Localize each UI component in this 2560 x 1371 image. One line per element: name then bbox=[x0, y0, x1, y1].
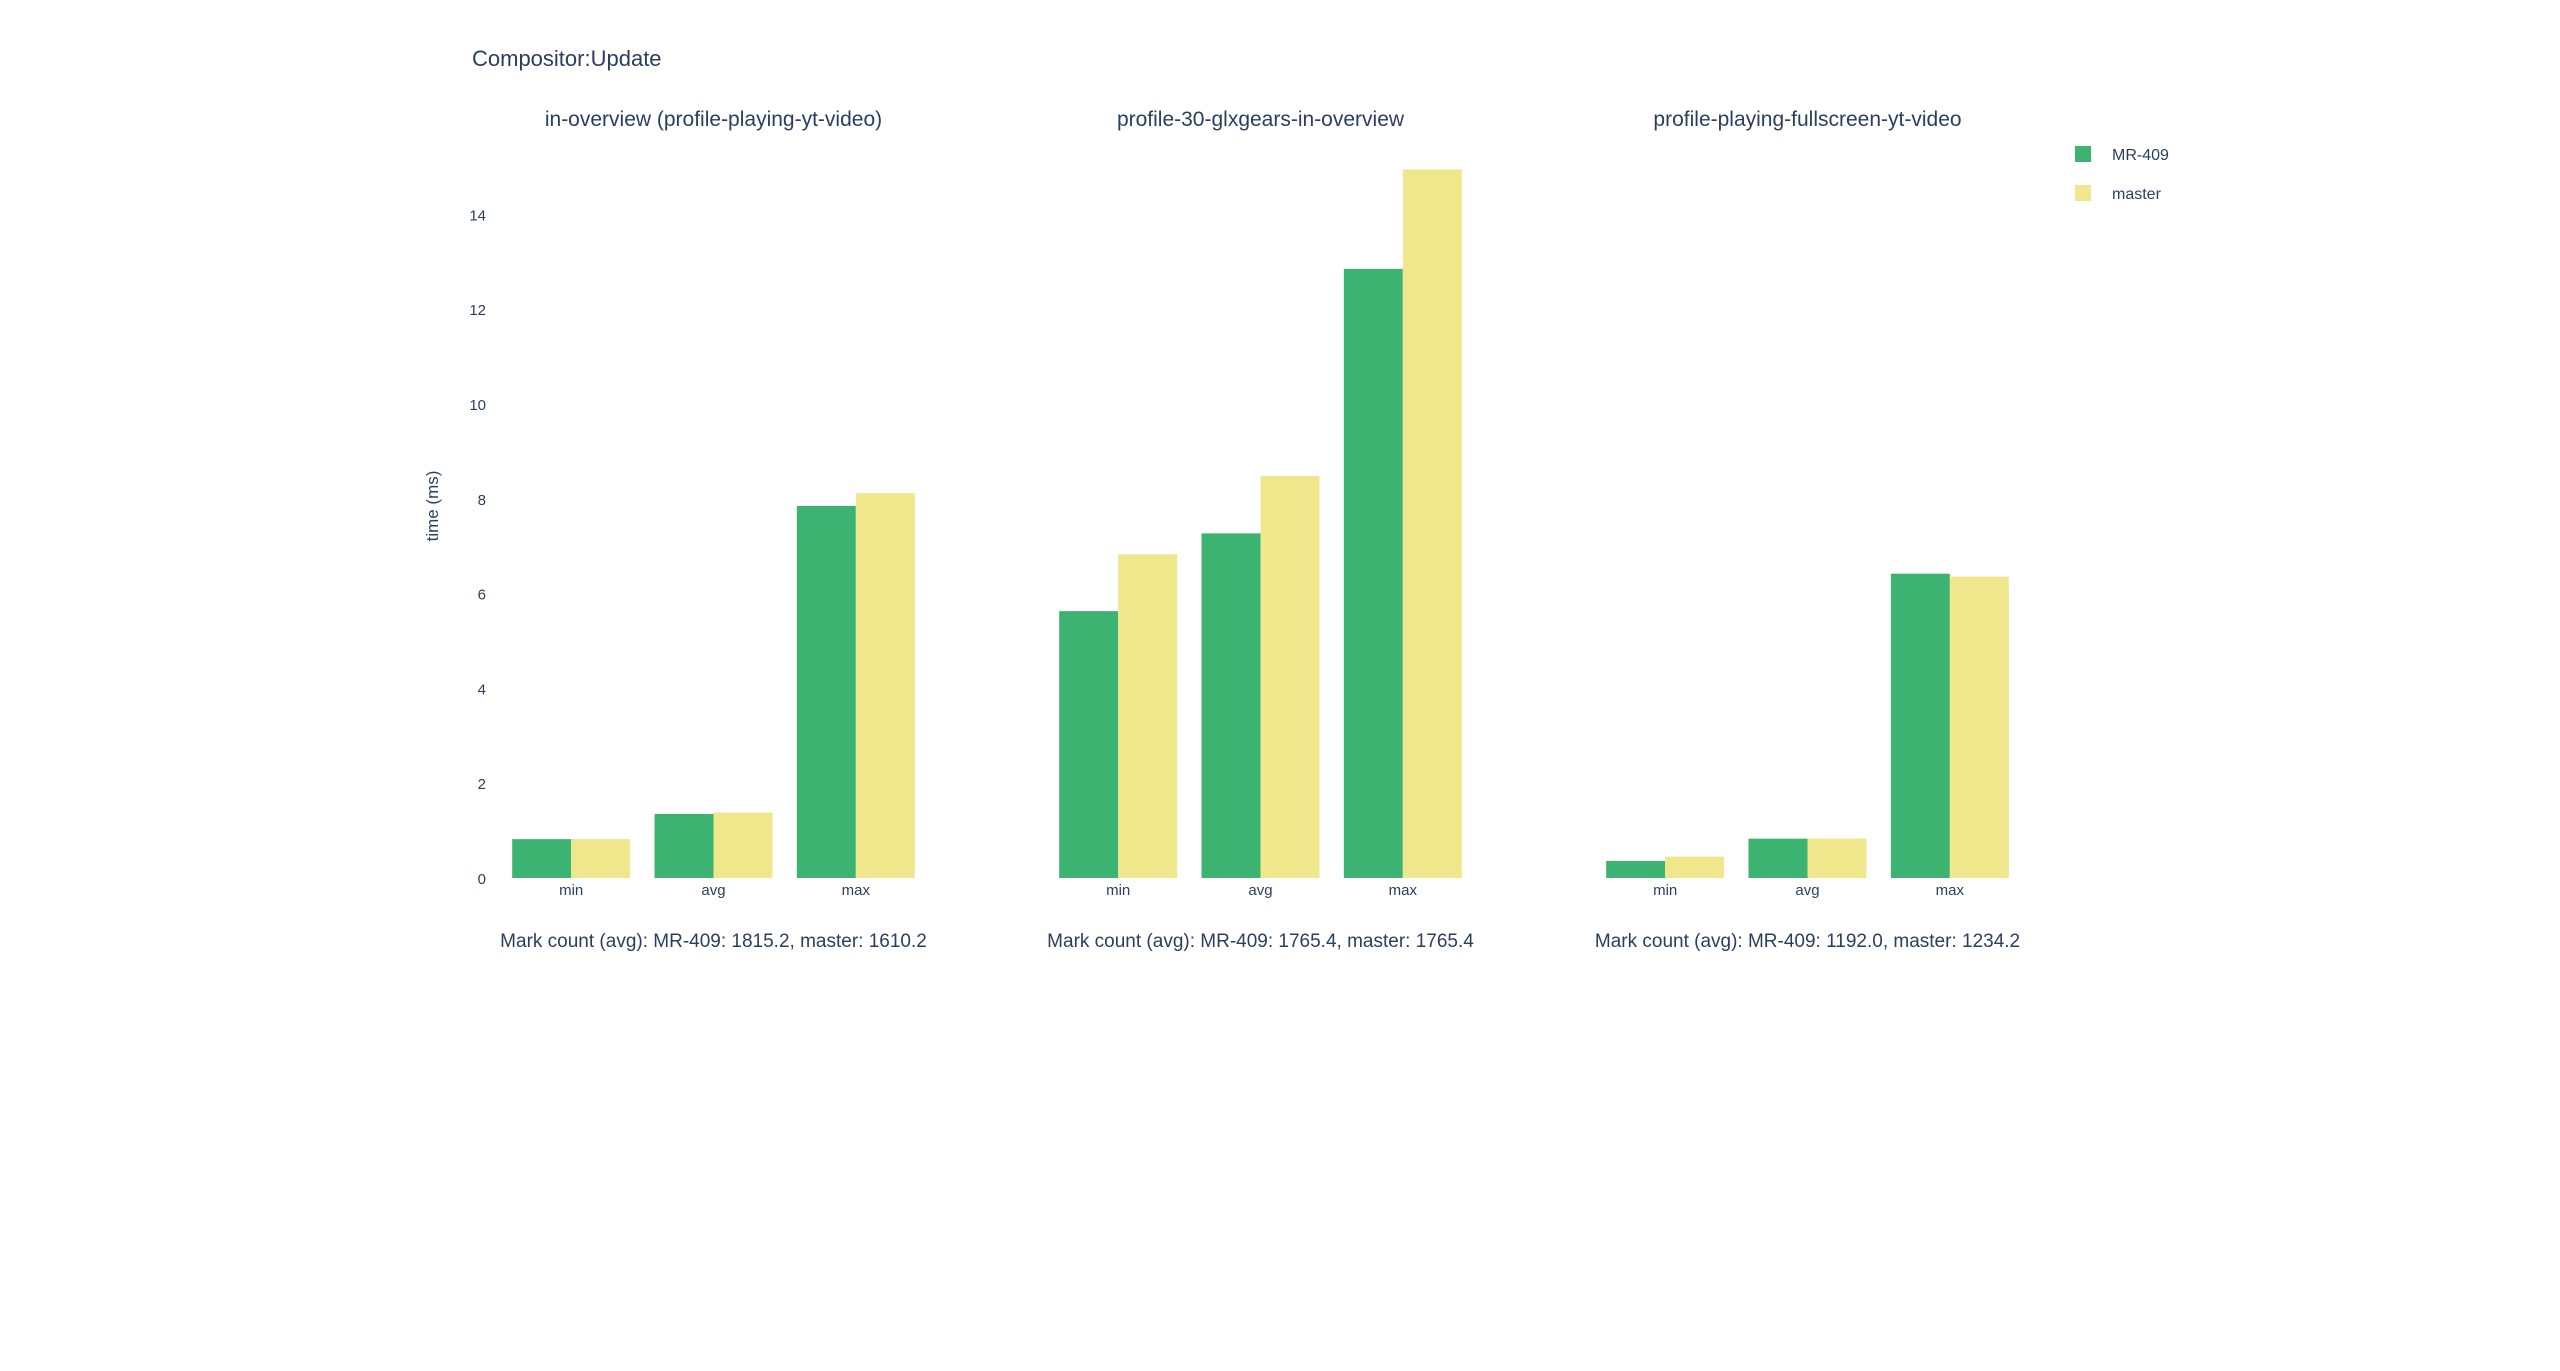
mark-count-caption: Mark count (avg): MR-409: 1192.0, master… bbox=[1595, 931, 2020, 952]
y-tick-label: 0 bbox=[478, 871, 486, 888]
y-tick-label: 6 bbox=[478, 587, 486, 604]
y-tick-label: 4 bbox=[478, 681, 486, 698]
legend[interactable]: MR-409 master bbox=[2075, 146, 2169, 203]
bar-master-min[interactable] bbox=[1118, 554, 1178, 878]
bar-mr-409-min[interactable] bbox=[1606, 860, 1666, 878]
subplot-3: profile-playing-fullscreen-yt-video min av… bbox=[1595, 108, 2020, 952]
y-tick-label: 8 bbox=[478, 492, 486, 509]
bar-mr-409-max[interactable] bbox=[1343, 268, 1403, 878]
bar-master-avg[interactable] bbox=[1260, 476, 1320, 878]
bar-mr-409-avg[interactable] bbox=[1201, 533, 1261, 878]
bar-master-max[interactable] bbox=[1402, 169, 1462, 878]
legend-label: master bbox=[2112, 186, 2162, 203]
x-tick-label: max bbox=[842, 882, 871, 899]
bar-master-avg[interactable] bbox=[713, 812, 773, 878]
bar-mr-409-min[interactable] bbox=[512, 839, 572, 878]
bar-mr-409-max[interactable] bbox=[796, 505, 856, 878]
bar-master-min[interactable] bbox=[571, 839, 631, 878]
bar-mr-409-max[interactable] bbox=[1890, 573, 1950, 878]
x-tick-label: avg bbox=[1795, 882, 1819, 899]
y-axis-label: time (ms) bbox=[423, 471, 442, 542]
mark-count-caption: Mark count (avg): MR-409: 1765.4, master… bbox=[1047, 931, 1474, 952]
x-tick-label: min bbox=[1106, 882, 1130, 899]
bar-master-max[interactable] bbox=[1949, 576, 2009, 878]
subplot-2: profile-30-glxgears-in-overview min avg max… bbox=[1047, 108, 1474, 952]
x-tick-label: avg bbox=[1248, 882, 1272, 899]
subplot-panels: in-overview (profile-playing-yt-video) 0 2… bbox=[469, 108, 2020, 952]
subplot-title: in-overview (profile-playing-yt-video) bbox=[545, 108, 882, 131]
legend-swatch bbox=[2075, 185, 2091, 201]
y-tick-label: 10 bbox=[469, 397, 486, 414]
legend-label: MR-409 bbox=[2112, 147, 2169, 164]
legend-swatch bbox=[2075, 146, 2091, 162]
bar-mr-409-avg[interactable] bbox=[654, 814, 714, 878]
y-tick-label: 14 bbox=[469, 207, 486, 224]
bar-mr-409-min[interactable] bbox=[1059, 611, 1119, 878]
bar-mr-409-avg[interactable] bbox=[1748, 838, 1808, 878]
legend-item[interactable]: MR-409 bbox=[2075, 146, 2169, 164]
bar-master-max[interactable] bbox=[855, 493, 915, 878]
legend-item[interactable]: master bbox=[2075, 185, 2162, 203]
mark-count-caption: Mark count (avg): MR-409: 1815.2, master… bbox=[500, 931, 927, 952]
x-tick-label: min bbox=[1653, 882, 1677, 899]
x-tick-label: max bbox=[1389, 882, 1418, 899]
y-tick-label: 2 bbox=[478, 776, 486, 793]
subplot-1: in-overview (profile-playing-yt-video) 0 2… bbox=[469, 108, 927, 952]
x-tick-label: max bbox=[1936, 882, 1965, 899]
bar-master-avg[interactable] bbox=[1807, 838, 1867, 878]
figure-title: Compositor:Update bbox=[472, 46, 662, 71]
subplot-title: profile-30-glxgears-in-overview bbox=[1117, 108, 1405, 131]
x-tick-label: min bbox=[559, 882, 583, 899]
bar-master-min[interactable] bbox=[1665, 856, 1725, 878]
y-tick-label: 12 bbox=[469, 302, 486, 319]
subplot-title: profile-playing-fullscreen-yt-video bbox=[1653, 108, 1961, 131]
x-tick-label: avg bbox=[701, 882, 725, 899]
